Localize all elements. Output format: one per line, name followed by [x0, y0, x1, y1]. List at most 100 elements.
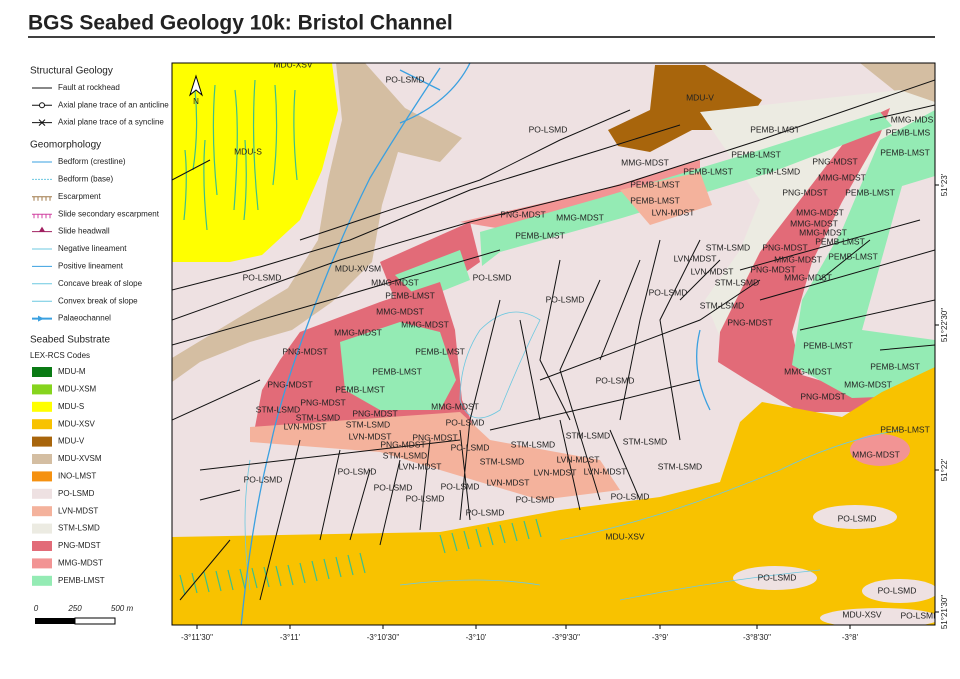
legend-item: Positive lineament	[58, 262, 124, 271]
legend-item: PO-LSMD	[58, 489, 95, 498]
map-label: MMG-MDST	[818, 172, 866, 182]
map-label: PO-LSMD	[596, 375, 635, 385]
map-label: PEMB-LMST	[815, 236, 865, 246]
legend-item: Fault at rockhead	[58, 83, 120, 92]
lon-label: -3°8'	[842, 633, 859, 642]
map-label: LVN-MDST	[487, 477, 530, 487]
legend-item: LVN-MDST	[58, 506, 98, 515]
map-label: STM-LSMD	[256, 404, 300, 414]
symbol	[33, 214, 51, 219]
map-label: LVN-MDST	[652, 207, 695, 217]
unit-area	[733, 566, 817, 590]
graticule: -3°11'30" -3°11' -3°10'30" -3°10' -3°9'30" -3…	[181, 173, 949, 642]
gm	[32, 213, 52, 219]
gm	[32, 226, 52, 233]
map-label: STM-LSMD	[715, 277, 759, 287]
legend-item: MDU-XSM	[58, 385, 97, 394]
map-label: MDU-V	[686, 92, 714, 102]
legend-item: Palaeochannel	[58, 314, 111, 323]
symbol	[39, 102, 45, 109]
unit-area	[608, 65, 762, 152]
legend-swatch	[32, 454, 52, 464]
map-frame	[171, 62, 936, 626]
map-label: STM-LSMD	[383, 450, 427, 460]
map-label: LVN-MDST	[584, 466, 627, 476]
map-label: MDU-S	[234, 146, 262, 156]
map-label: PO-LSMD	[338, 466, 377, 476]
north-arrow-shape	[189, 74, 203, 97]
map-label: STM-LSMD	[296, 412, 340, 422]
lat-label: 51°22'	[940, 458, 949, 481]
lon-label: -3°10'30"	[367, 633, 400, 642]
unit-area	[172, 63, 462, 382]
lon-label: -3°9'	[652, 633, 669, 642]
map-label: PNG-MDST	[412, 432, 457, 442]
legend-item: INO-LMST	[58, 472, 96, 481]
map-label: PO-LSMD	[546, 294, 585, 304]
map-label: STM-LSMD	[480, 456, 524, 466]
map-label: MMG-MDST	[852, 449, 900, 459]
scale-bar: 0 250 500 m	[34, 604, 134, 625]
map-label: PEMB-LMS	[886, 127, 931, 137]
map-label: PO-LSMD	[466, 507, 505, 517]
legend-swatch	[32, 575, 52, 586]
map-label: PO-LSMD	[878, 585, 917, 595]
unit-area	[620, 172, 712, 225]
map-label: STM-LSMD	[346, 419, 390, 429]
map-label: STM-LSMD	[658, 461, 702, 471]
map-label: PNG-MDST	[762, 242, 807, 252]
map-label: MMG-MDST	[784, 366, 832, 376]
map-label: PO-LSMD	[649, 287, 688, 297]
map-label: PO-LSMD	[386, 74, 425, 84]
map-label: PO-LSMD	[516, 494, 555, 504]
lon-label: -3°8'30"	[743, 633, 771, 642]
map-label: MMG-MDST	[784, 272, 832, 282]
map-label: PEMB-LMST	[845, 187, 895, 197]
map-label: STM-LSMD	[623, 436, 667, 446]
fault	[172, 79, 935, 601]
map-label: STM-LSMD	[756, 166, 800, 176]
map-label: PNG-MDST	[352, 408, 397, 418]
gm	[32, 196, 52, 201]
symbol	[39, 226, 45, 232]
legend-item: Bedform (base)	[58, 175, 113, 184]
map-label: LVN-MDST	[399, 461, 442, 471]
map-label: PO-LSMD	[473, 272, 512, 282]
legend-swatch	[32, 367, 52, 377]
map-label: PNG-MDST	[812, 156, 857, 166]
legend-swatch	[32, 506, 52, 517]
map-label: LVN-MDST	[534, 467, 577, 477]
map-label: PEMB-LMST	[750, 124, 800, 134]
legend-swatch	[32, 401, 52, 412]
legend-swatch	[32, 523, 52, 534]
map-label: PNG-MDST	[300, 397, 345, 407]
map-label: PEMB-LMST	[803, 340, 853, 350]
map: MDU-XSV PO-LSMD MDU-V PO-LSMD MDU-S PEMB-LMST…	[172, 59, 935, 625]
map-label: PEMB-LMST	[335, 384, 385, 394]
legend-swatch	[32, 471, 52, 482]
legend-swatch	[32, 558, 52, 569]
map-label: PEMB-LMST	[630, 195, 680, 205]
scale-label: 500 m	[111, 604, 134, 613]
map-label: PNG-MDST	[282, 346, 327, 356]
legend-item: Slide headwall	[58, 227, 110, 236]
map-label: MDU-XSV	[273, 59, 313, 69]
map-label: PEMB-LMST	[683, 166, 733, 176]
unit-area	[850, 434, 910, 466]
map-labels: MDU-XSV PO-LSMD MDU-V PO-LSMD MDU-S PEMB-LMST…	[234, 59, 935, 620]
unit-area	[460, 160, 700, 232]
map-label: PNG-MDST	[500, 209, 545, 219]
map-label: LVN-MDST	[557, 454, 600, 464]
map-label: PO-LSMD	[244, 474, 283, 484]
map-label: PO-LSMD	[451, 442, 490, 452]
map-label: PNG-MDST	[800, 391, 845, 401]
map-label: PEMB-LMST	[630, 179, 680, 189]
legend-subheading: LEX-RCS Codes	[30, 351, 90, 360]
map-label: MMG-MDST	[334, 327, 382, 337]
map-label: PO-LSMD	[838, 513, 877, 523]
legend-item: Escarpment	[58, 192, 101, 201]
legend-item: PEMB-LMST	[58, 576, 105, 585]
map-label: MMG-MDST	[556, 212, 604, 222]
page-title: BGS Seabed Geology 10k: Bristol Channel	[28, 12, 453, 35]
map-label: PEMB-LMST	[880, 147, 930, 157]
